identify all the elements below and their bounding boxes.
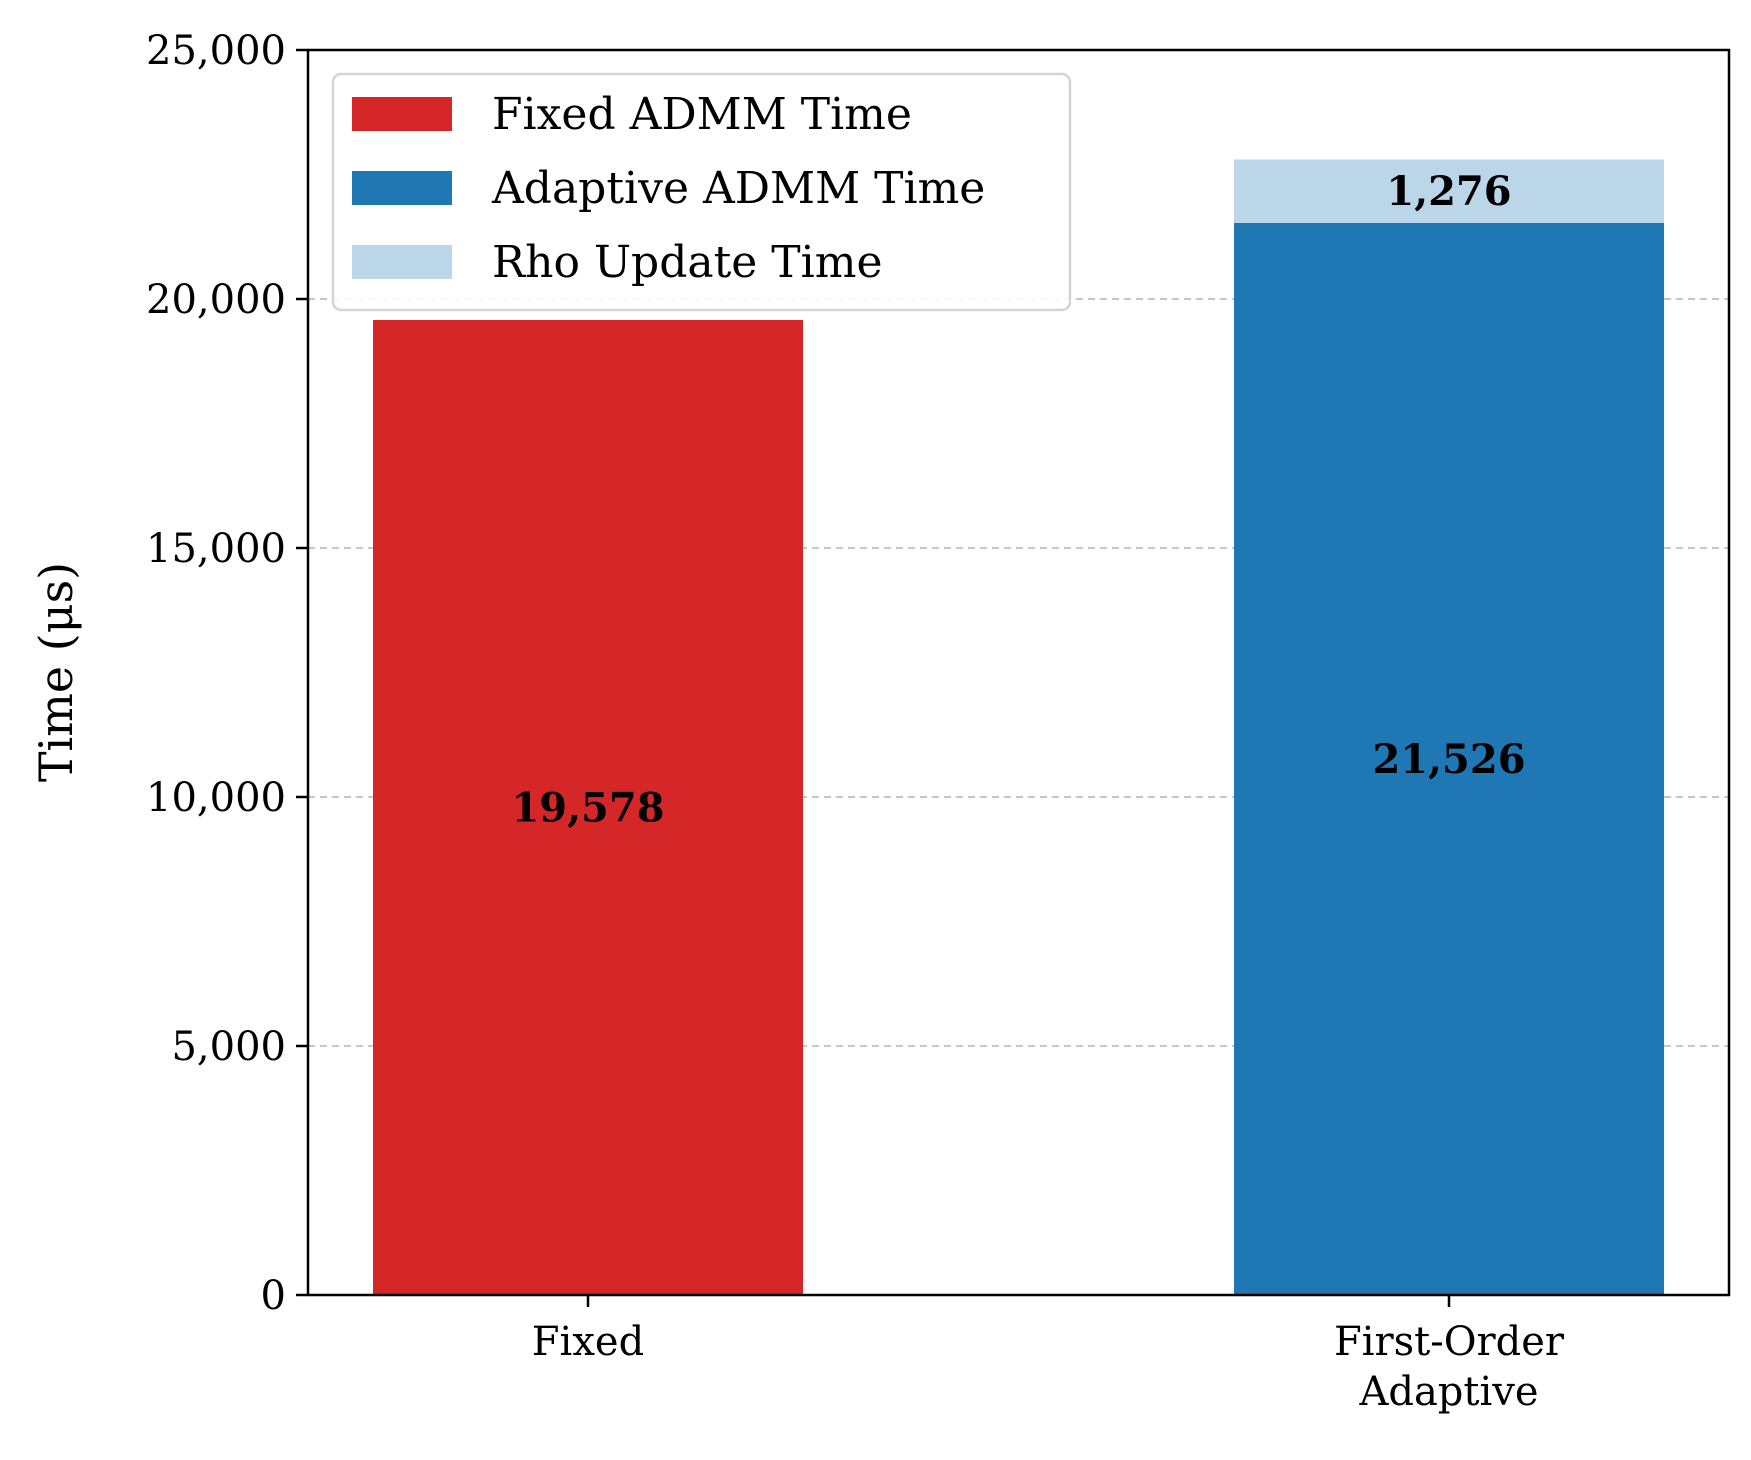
- x-tick-label: Fixed: [532, 1319, 644, 1365]
- bar-value-label: 21,526: [1372, 736, 1525, 783]
- y-tick-label: 10,000: [146, 775, 286, 821]
- bar-labels: 19,578 21,526 1,276: [511, 168, 1525, 831]
- legend-label: Fixed ADMM Time: [492, 89, 912, 140]
- y-axis: 0 5,000 10,000 15,000 20,000 25,000: [146, 28, 308, 1319]
- legend-swatch: [352, 245, 452, 279]
- y-tick-label: 5,000: [171, 1024, 286, 1070]
- y-axis-label: Time (μs): [29, 562, 83, 782]
- bar-value-label: 1,276: [1386, 168, 1511, 215]
- legend-swatch: [352, 97, 452, 131]
- bar-value-label: 19,578: [511, 785, 664, 832]
- bar-segment: [1234, 223, 1664, 1295]
- x-tick-label: Adaptive: [1358, 1369, 1538, 1415]
- legend-label: Adaptive ADMM Time: [491, 163, 985, 214]
- legend-swatch: [352, 171, 452, 205]
- y-tick-label: 15,000: [146, 526, 286, 572]
- legend-label: Rho Update Time: [492, 237, 882, 288]
- bars: [373, 159, 1664, 1295]
- y-tick-label: 0: [261, 1273, 286, 1319]
- bar-segment: [1234, 159, 1664, 224]
- bar-segment: [373, 320, 803, 1295]
- plot-frame: [306, 48, 1731, 1297]
- x-tick-label: First-Order: [1334, 1319, 1565, 1365]
- legend-box: [331, 72, 1072, 312]
- legend: Fixed ADMM Time Adaptive ADMM Time Rho Upd…: [331, 72, 1072, 312]
- y-tick-label: 25,000: [146, 28, 286, 74]
- y-tick-label: 20,000: [146, 277, 286, 323]
